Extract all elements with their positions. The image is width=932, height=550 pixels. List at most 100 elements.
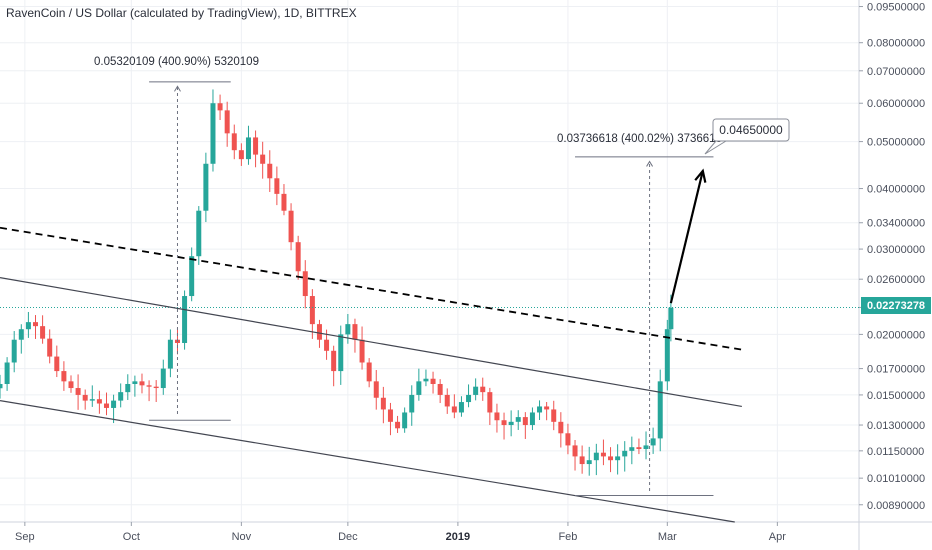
target-callout-pointer <box>704 140 727 155</box>
candle <box>118 383 124 408</box>
drawing-tools[interactable] <box>0 81 859 523</box>
price-tick-label: 0.00890000 <box>867 500 925 512</box>
target-callout[interactable]: 0.04650000 <box>712 118 790 142</box>
candle-body <box>636 447 642 450</box>
price-axis[interactable]: 0.09500000 0.08000000 0.07000000 0.06000000… <box>859 2 925 512</box>
candle-body <box>352 324 358 340</box>
candle <box>210 89 216 172</box>
candle <box>615 444 621 475</box>
candle <box>96 390 102 414</box>
candle-body <box>515 417 521 422</box>
candle-body <box>579 456 585 465</box>
time-tick-label: Apr <box>769 531 786 543</box>
candlestick-series <box>0 89 674 476</box>
price-tick-label: 0.06000000 <box>867 98 925 110</box>
candle <box>61 361 67 391</box>
time-tick-label: Mar <box>658 531 677 543</box>
candle-body <box>25 322 31 330</box>
candle-body <box>600 452 606 457</box>
target-callout-box <box>712 118 790 142</box>
candle-body <box>0 383 3 389</box>
projection-arrow[interactable] <box>669 170 704 304</box>
candle-body <box>182 296 188 343</box>
candle <box>316 319 322 348</box>
price-tick-label: 0.04000000 <box>867 184 925 196</box>
candle-body <box>281 193 287 211</box>
candle-body <box>331 350 337 372</box>
candle <box>274 166 280 206</box>
candle <box>146 380 152 402</box>
candle-body <box>444 394 450 407</box>
candle <box>451 394 457 419</box>
candle <box>359 326 365 370</box>
candle-body <box>210 103 216 164</box>
candle <box>572 440 578 471</box>
candle <box>47 329 53 364</box>
candle <box>437 379 443 404</box>
candle-body <box>501 420 507 426</box>
candle <box>657 369 663 452</box>
candle-body <box>366 362 372 382</box>
time-axis[interactable]: Sep Oct Nov Dec 2019 Feb Mar Apr <box>15 522 786 543</box>
candle <box>54 345 60 378</box>
candle-body <box>11 339 17 363</box>
candle <box>409 385 415 426</box>
candle <box>125 374 131 400</box>
candle-body <box>203 163 209 211</box>
candle-body <box>196 210 202 257</box>
candle <box>203 152 209 223</box>
measure2-arrowhead <box>646 160 654 167</box>
candle-body <box>650 438 656 446</box>
candle <box>487 387 493 426</box>
price-tick-label: 0.01150000 <box>867 446 924 458</box>
candle-body <box>4 362 10 384</box>
candle-body <box>664 329 670 382</box>
candle <box>352 318 358 353</box>
candle <box>444 388 450 414</box>
candle <box>458 396 464 417</box>
candle-body <box>409 394 415 413</box>
candle-body <box>96 399 102 404</box>
candle <box>245 125 251 165</box>
candle-body <box>260 154 266 164</box>
candle <box>167 329 173 378</box>
candle <box>565 423 571 455</box>
candle <box>4 357 10 391</box>
candle <box>338 325 344 385</box>
price-tick-label: 0.02000000 <box>867 329 925 341</box>
channel-upper-line[interactable] <box>0 276 742 408</box>
candle <box>331 345 337 387</box>
measure-label-1: 0.05320109 (400.90%) 5320109 <box>94 56 259 68</box>
candle-body <box>302 271 308 297</box>
time-tick-label: Nov <box>232 531 252 543</box>
price-tick-label: 0.01700000 <box>867 364 925 376</box>
candle-body <box>316 324 322 340</box>
candle-body <box>253 137 259 155</box>
candle <box>82 389 88 410</box>
candle <box>18 324 24 354</box>
candle-body <box>338 334 344 372</box>
price-tick-label: 0.03000000 <box>867 244 925 256</box>
candle-body <box>160 368 166 389</box>
channel-lower-line[interactable] <box>0 400 735 523</box>
candle <box>25 311 31 338</box>
candle <box>373 370 379 410</box>
last-price-badge <box>861 297 931 314</box>
candle <box>629 436 635 465</box>
candle-body <box>68 381 74 389</box>
candle-body <box>615 456 621 461</box>
candle-body <box>508 421 514 426</box>
candle-body <box>89 399 95 401</box>
candle <box>608 447 614 473</box>
candle-body <box>32 322 38 327</box>
candle <box>153 380 159 402</box>
candle <box>217 94 223 121</box>
candle <box>586 446 592 476</box>
candle-body <box>103 403 109 408</box>
candle-body <box>231 133 237 151</box>
candle <box>508 410 514 437</box>
time-tick-label: Feb <box>558 531 577 543</box>
dashed-trend-line[interactable] <box>0 226 743 351</box>
